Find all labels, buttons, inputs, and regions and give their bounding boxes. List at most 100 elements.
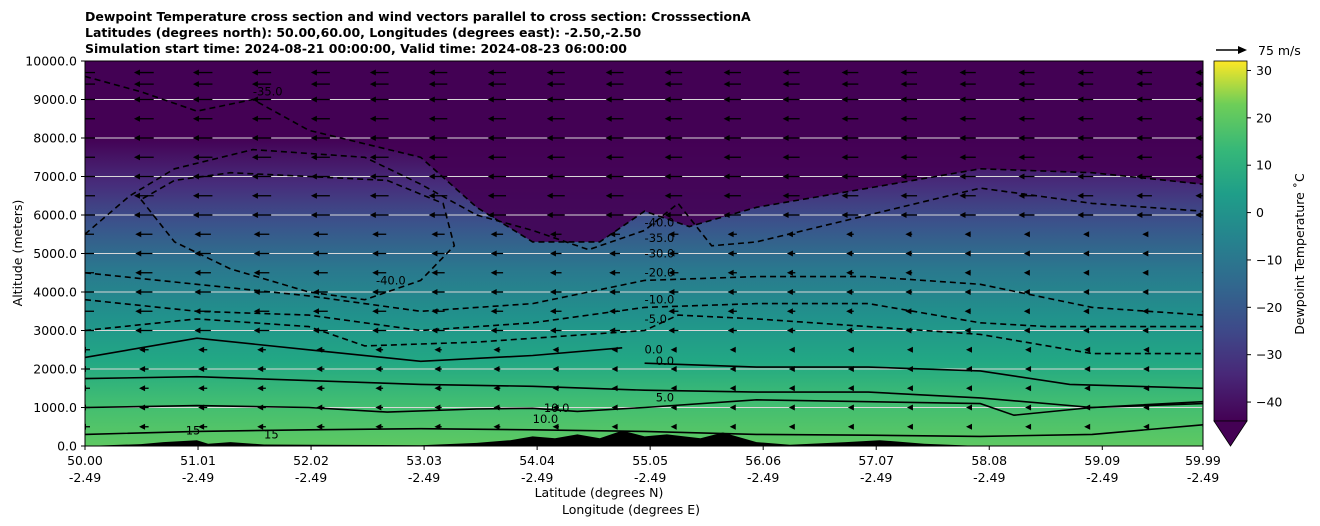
wind-vector-head — [253, 289, 260, 295]
wind-vector-head — [552, 366, 559, 372]
wind-vector-head — [729, 366, 736, 372]
wind-vector-head — [487, 173, 494, 180]
colorbar-ticks: 30 20 10 0 −10 −20 −30 −40 — [1247, 63, 1282, 410]
wind-vector-head — [1195, 69, 1202, 76]
wind-vector-head — [966, 346, 973, 353]
colorbar-tick-label: −10 — [1256, 252, 1282, 267]
colorbar-tick-label: −20 — [1256, 300, 1282, 315]
wind-vector-head — [194, 327, 201, 334]
wind-vector-head — [434, 385, 441, 392]
wind-vector-head — [133, 81, 140, 88]
wind-vector-head — [487, 81, 494, 88]
wind-vector-head — [549, 327, 556, 334]
wind-vector-head — [959, 154, 966, 161]
wind-vector-head — [139, 366, 146, 372]
wind-vector-head — [1023, 269, 1030, 276]
wind-vector-head — [1142, 250, 1149, 257]
wind-vector-head — [312, 327, 319, 334]
wind-vector-head — [192, 69, 199, 76]
wind-vector-head — [841, 154, 848, 161]
wind-vector-head — [135, 231, 142, 238]
wind-vector-head — [1025, 346, 1032, 353]
wind-vector-head — [194, 231, 201, 238]
wind-vector-head — [959, 81, 966, 88]
chart-title-line-2: Latitudes (degrees north): 50.00,60.00, … — [85, 25, 642, 40]
x-tick-label-lon: -2.49 — [1086, 470, 1118, 485]
wind-vector-head — [605, 96, 612, 103]
wind-vector-head — [493, 346, 500, 353]
wind-vector-head — [605, 135, 612, 141]
wind-vector-head — [670, 404, 677, 411]
wind-vector-head — [487, 192, 494, 199]
contour-label: 15 — [186, 423, 201, 437]
wind-vector-head — [611, 423, 618, 430]
wind-vector-head — [369, 154, 376, 161]
chart-title-line-1: Dewpoint Temperature cross section and w… — [85, 9, 751, 24]
wind-vector-head — [1077, 192, 1084, 199]
wind-vector-head — [846, 231, 853, 238]
wind-vector-head — [490, 308, 497, 315]
wind-vector-head — [431, 308, 438, 315]
dry-air-region — [85, 61, 1203, 242]
wind-vector-head — [1083, 250, 1090, 257]
wind-vector-head — [257, 385, 264, 392]
wind-vector-head — [310, 115, 317, 122]
wind-vector-head — [1077, 115, 1084, 122]
wind-vector-head — [431, 231, 438, 238]
wind-vector-head — [253, 308, 260, 315]
wind-vector-head — [1084, 423, 1091, 430]
wind-vector-head — [1195, 173, 1202, 180]
wind-vector-head — [490, 231, 497, 238]
wind-vector-head — [664, 81, 671, 88]
colorbar-label: Dewpoint Temperature ˚C — [1292, 173, 1307, 335]
wind-vector-head — [375, 404, 382, 411]
wind-vector-head — [723, 135, 730, 141]
wind-vector-head — [727, 308, 734, 315]
wind-vector-head — [966, 423, 973, 430]
wind-vector-head — [135, 308, 142, 315]
wind-vector-head — [316, 346, 323, 353]
wind-vector-head — [786, 250, 793, 257]
wind-vector-head — [841, 212, 848, 218]
wind-vector-head — [1143, 346, 1150, 353]
wind-vector-head — [906, 385, 913, 392]
wind-vector-head — [76, 270, 82, 276]
wind-vector-head — [605, 69, 612, 76]
wind-vector-head — [198, 346, 205, 353]
x-tick-label-lon: -2.49 — [408, 470, 440, 485]
wind-vector-head — [605, 115, 612, 122]
wind-vector-head — [257, 423, 264, 430]
wind-vector-head — [487, 115, 494, 122]
wind-vector-head — [668, 269, 675, 276]
wind-vector-head — [428, 115, 435, 122]
wind-vector-head — [552, 423, 559, 430]
wind-vector-head — [959, 96, 966, 103]
wind-vector-head — [253, 250, 260, 257]
wind-vector-head — [428, 96, 435, 103]
wind-vector-head — [372, 269, 379, 276]
wind-vector-head — [1018, 69, 1025, 76]
wind-vector-head — [75, 81, 81, 87]
wind-vector-head — [1084, 404, 1091, 411]
wind-vector-head — [611, 385, 618, 392]
x-tick-label-lat: 59.09 — [1084, 453, 1120, 468]
wind-vector-head — [1018, 192, 1025, 199]
wind-vector-head — [1083, 327, 1090, 334]
wind-vector-head — [605, 154, 612, 161]
wind-vector-head — [490, 250, 497, 257]
wind-vector-head — [310, 212, 317, 218]
wind-vector-head — [664, 69, 671, 76]
wind-vector-head — [905, 231, 912, 238]
x-tick-label-lat: 59.99 — [1185, 453, 1221, 468]
x-tick-label-lon: -2.49 — [860, 470, 892, 485]
contour-label: -30.0 — [645, 246, 675, 260]
wind-vector-head — [490, 289, 497, 295]
y-tick-label: 0.0 — [57, 439, 77, 454]
wind-vector-head — [729, 385, 736, 392]
wind-vector-head — [133, 96, 140, 103]
x-tick-label-lon: -2.49 — [1187, 470, 1219, 485]
wind-vector-head — [487, 96, 494, 103]
contour-line — [85, 337, 623, 363]
contour-label: 15 — [264, 427, 279, 441]
y-tick-label: 3000.0 — [33, 323, 77, 338]
